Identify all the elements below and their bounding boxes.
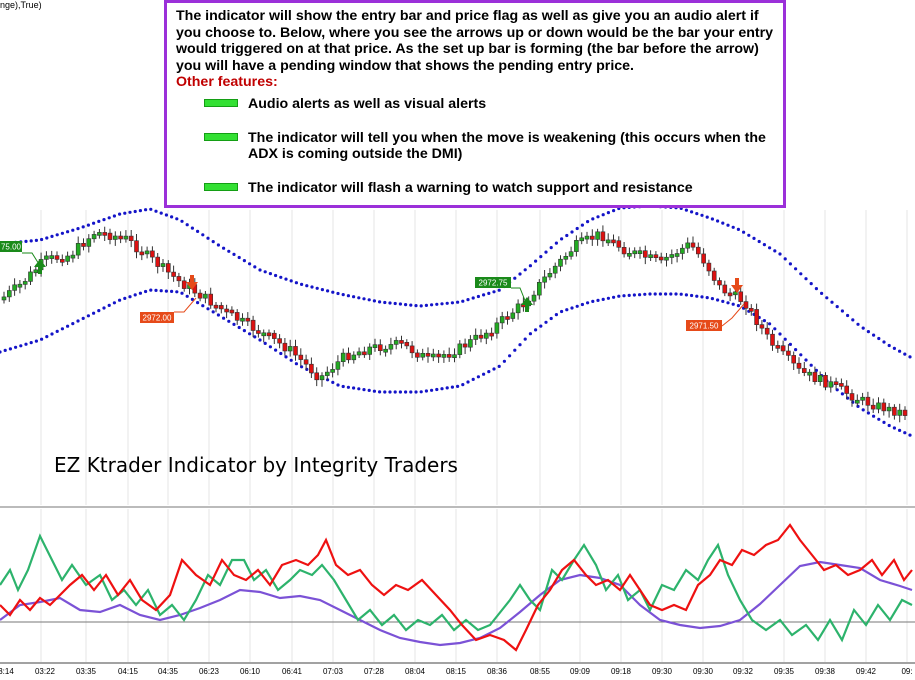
arrow-up-icon <box>34 259 46 274</box>
feature-text: Audio alerts as well as visual alerts <box>248 95 487 112</box>
info-callout: The indicator will show the entry bar an… <box>164 0 786 208</box>
price-flag-3-label: 2972.75 <box>479 279 508 288</box>
time-tick-label: 03:22 <box>35 667 56 676</box>
time-tick-label: 08:04 <box>405 667 426 676</box>
callout-text: The indicator will show the entry bar an… <box>176 8 774 74</box>
time-tick-label: 09:09 <box>570 667 591 676</box>
brand-caption: EZ Ktrader Indicator by Integrity Trader… <box>54 453 458 477</box>
time-tick-label: 09:42 <box>856 667 877 676</box>
green-marker-icon <box>204 182 238 191</box>
time-tick-label: 06:23 <box>199 667 220 676</box>
dmi-plus-line <box>0 533 913 643</box>
time-tick-label: 07:28 <box>364 667 385 676</box>
feature-item: The indicator will tell you when the mov… <box>176 130 775 163</box>
time-tick-label: 07:03 <box>323 667 344 676</box>
adx-line <box>0 560 913 647</box>
time-tick-label: 09:30 <box>693 667 714 676</box>
price-grid <box>40 210 908 505</box>
price-flag-4-label: 2971.50 <box>690 322 719 331</box>
feature-text: The indicator will flash a warning to wa… <box>248 179 693 196</box>
time-tick-label: 09:35 <box>774 667 795 676</box>
time-tick-label: 09:38 <box>815 667 836 676</box>
time-tick-label: 08:36 <box>487 667 508 676</box>
price-flag-2: 2972.00 <box>140 297 197 323</box>
panel-title: nge),True) <box>0 0 42 10</box>
time-tick-label: 08:55 <box>530 667 551 676</box>
time-tick-label: 04:15 <box>118 667 139 676</box>
features-heading: Other features: <box>176 74 278 91</box>
price-flag-4: 2971.50 <box>686 303 745 331</box>
feature-item: Audio alerts as well as visual alerts <box>176 96 775 113</box>
time-tick-label: 06:41 <box>282 667 303 676</box>
price-flag-3: 2972.75 <box>475 277 527 304</box>
candles <box>1 225 908 423</box>
time-tick-label: 09:30 <box>652 667 673 676</box>
feature-text: The indicator will tell you when the mov… <box>248 129 766 163</box>
dmi-minus-line <box>0 523 913 652</box>
time-tick-label: 09: <box>901 667 912 676</box>
arrow-down-icon <box>186 275 198 290</box>
arrow-down-icon <box>731 278 743 293</box>
time-axis-labels: 3:14 03:22 03:35 04:15 04:35 06:23 06:10 06:41 0… <box>0 667 913 676</box>
time-tick-label: 09:32 <box>733 667 754 676</box>
price-flag-2-label: 2972.00 <box>143 314 172 323</box>
time-tick-label: 09:18 <box>611 667 632 676</box>
time-tick-label: 04:35 <box>158 667 179 676</box>
time-tick-label: 03:35 <box>76 667 97 676</box>
price-flag-1-label: 75.00 <box>1 243 22 252</box>
time-tick-label: 08:15 <box>446 667 467 676</box>
time-tick-label: 3:14 <box>0 667 14 676</box>
feature-item: The indicator will flash a warning to wa… <box>176 180 775 197</box>
arrow-up-icon <box>521 297 533 312</box>
green-marker-icon <box>204 98 238 107</box>
time-tick-label: 06:10 <box>240 667 261 676</box>
green-marker-icon <box>204 132 238 141</box>
